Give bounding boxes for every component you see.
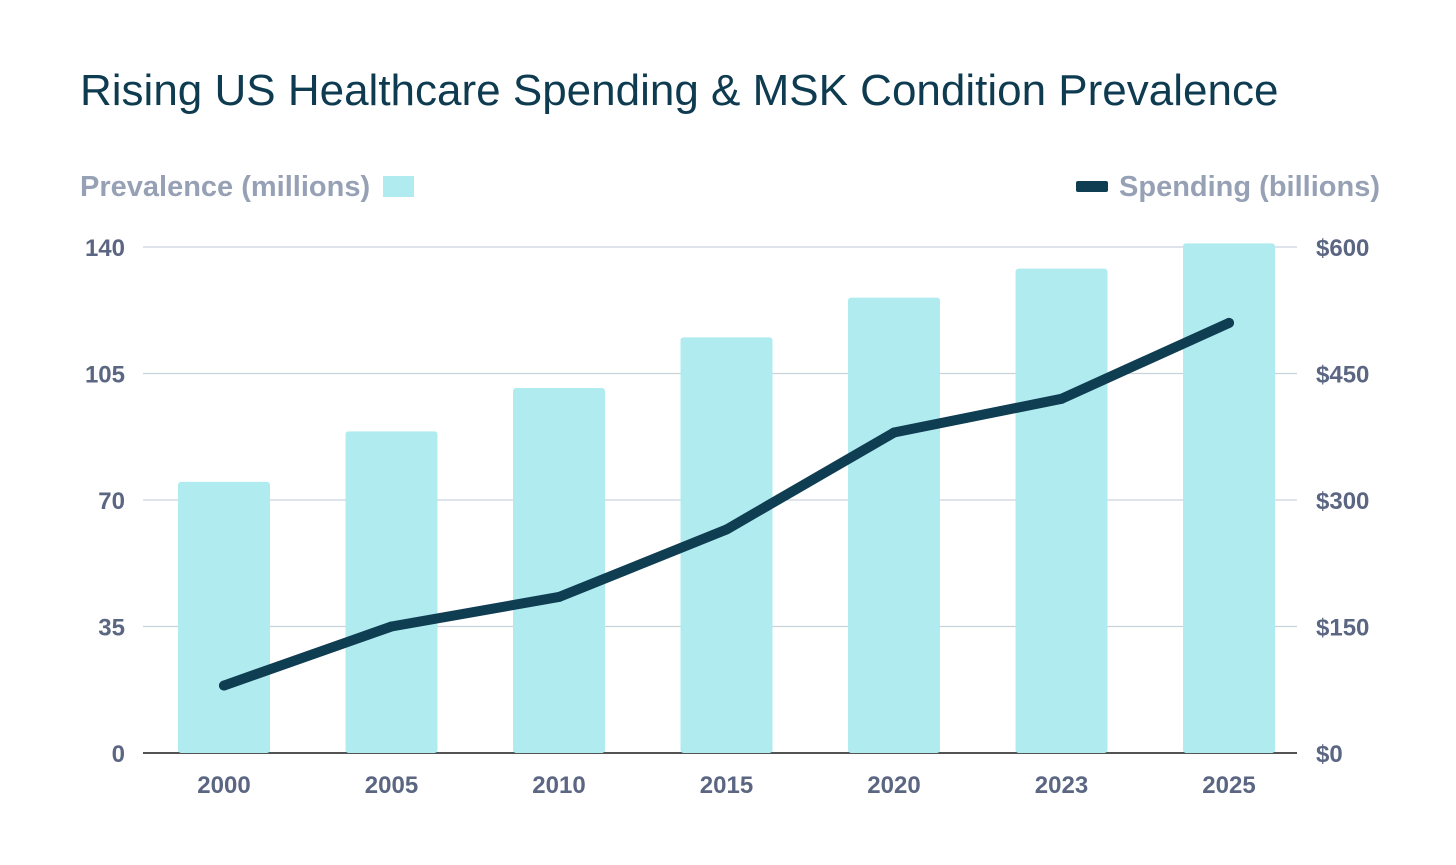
- legend-label-spending: Spending (billions): [1119, 171, 1380, 203]
- left-tick-label: 140: [85, 235, 125, 262]
- spending-point-2010: [554, 591, 564, 602]
- bar-2005: [345, 431, 438, 753]
- right-tick-label: $600: [1316, 235, 1369, 262]
- bar-2025: [1183, 243, 1275, 753]
- right-tick-label: $150: [1316, 615, 1369, 642]
- left-tick-label: 105: [85, 362, 125, 389]
- spending-point-2000: [219, 680, 229, 691]
- left-tick-label: 0: [112, 741, 125, 768]
- chart-title: Rising US Healthcare Spending & MSK Cond…: [80, 66, 1278, 115]
- spending-point-2023: [1056, 393, 1067, 404]
- bar-2010: [513, 387, 605, 753]
- x-tick-label: 2010: [532, 772, 585, 799]
- legend-swatch-prevalence: [383, 176, 414, 197]
- spending-point-2005: [386, 621, 397, 632]
- x-tick-label: 2025: [1202, 772, 1255, 799]
- x-tick-label: 2020: [867, 772, 920, 799]
- x-tick-label: 2015: [700, 772, 753, 799]
- left-tick-label: 35: [98, 615, 125, 642]
- right-tick-label: $450: [1316, 362, 1369, 389]
- x-tick-label: 2023: [1035, 772, 1088, 799]
- bar-2023: [1015, 268, 1108, 753]
- spending-point-2020: [889, 427, 899, 438]
- left-tick-label: 70: [98, 488, 125, 515]
- legend-swatch-spending: [1076, 181, 1108, 192]
- spending-point-2015: [721, 524, 732, 535]
- x-tick-label: 2005: [365, 772, 418, 799]
- legend: Prevalence (millions) Spending (billions…: [80, 171, 1380, 203]
- legend-label-prevalence: Prevalence (millions): [80, 171, 370, 203]
- right-tick-label: $0: [1316, 741, 1343, 768]
- bar-2020: [848, 297, 940, 753]
- x-tick-label: 2000: [197, 772, 250, 799]
- spending-point-2025: [1224, 317, 1234, 328]
- right-tick-label: $300: [1316, 488, 1369, 515]
- bar-2000: [178, 481, 270, 753]
- bar-2015: [680, 337, 773, 753]
